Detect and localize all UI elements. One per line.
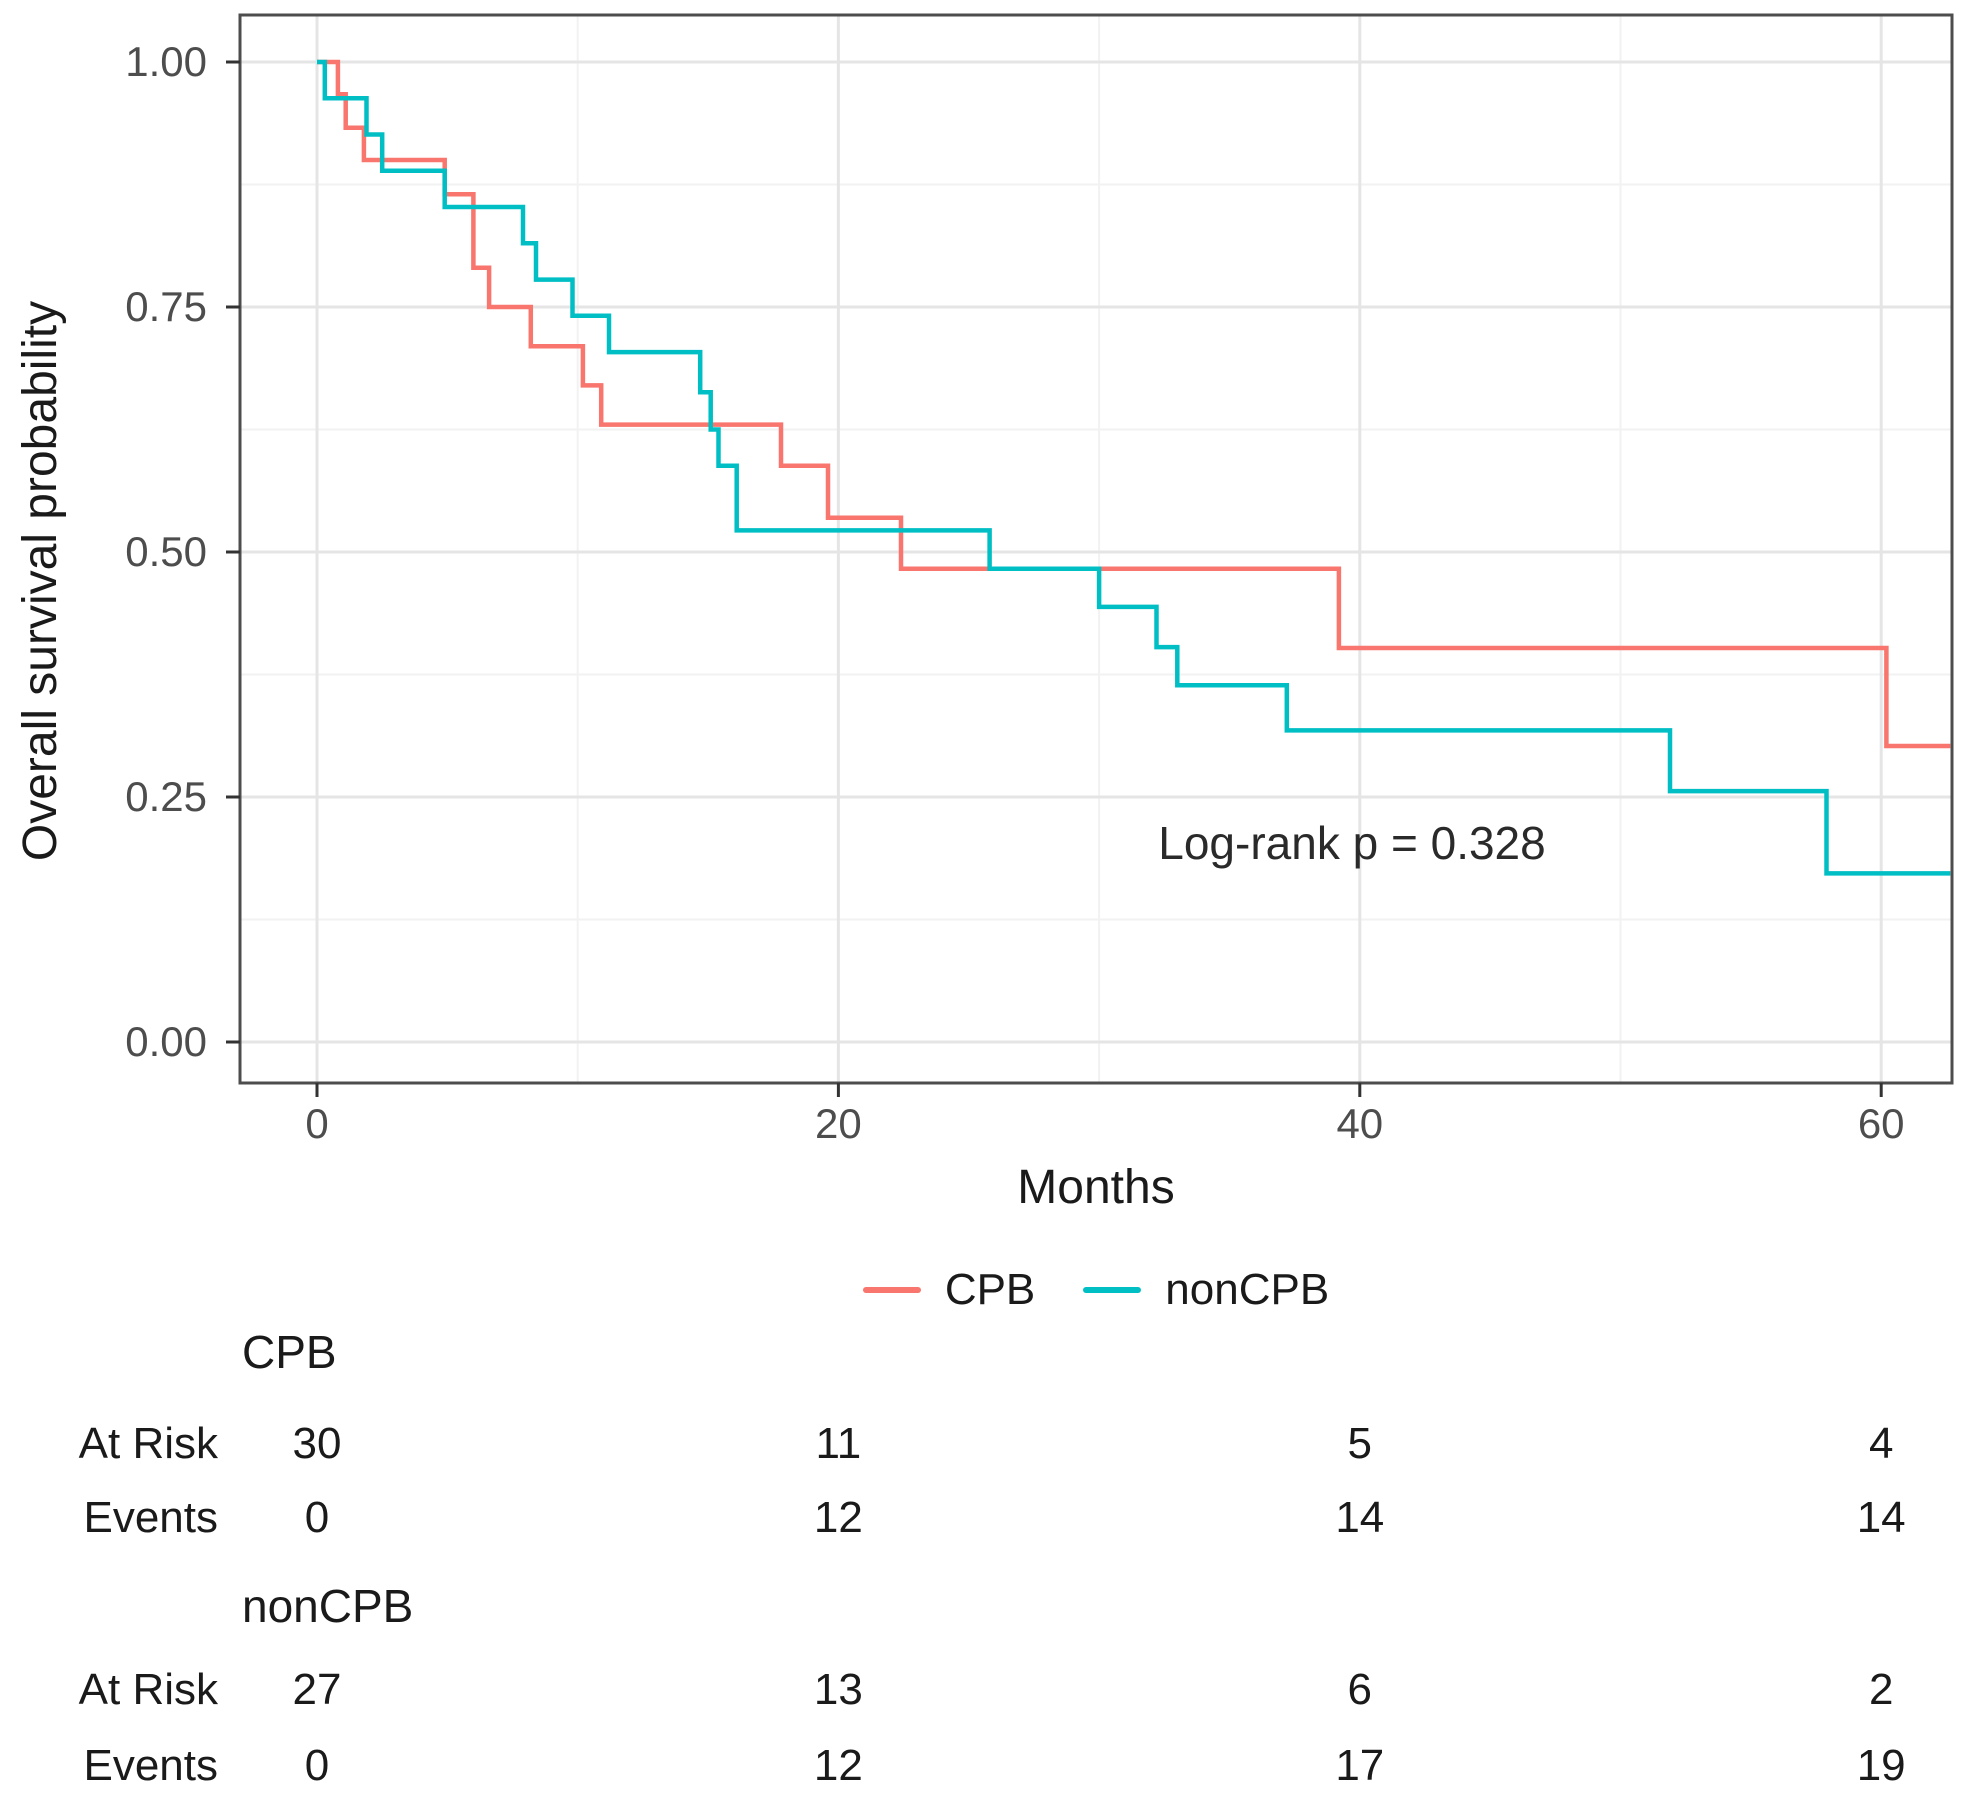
panel-border (238, 13, 1954, 1085)
risk-table-value: 12 (813, 1741, 863, 1790)
y-tick-label: 1.00 (125, 38, 207, 85)
legend-item-noncpb: nonCPB (1083, 1265, 1329, 1315)
legend-label-noncpb: nonCPB (1165, 1265, 1330, 1314)
risk-table-row-label: Events (83, 1741, 218, 1790)
cpb-line-swatch-icon (862, 1287, 921, 1293)
risk-table-value: 2 (1868, 1665, 1894, 1714)
noncpb-line-swatch-icon (1083, 1287, 1142, 1293)
risk-table-row-label: At Risk (78, 1419, 218, 1468)
risk-table-value: 0 (304, 1493, 330, 1542)
risk-table-value: 12 (813, 1493, 863, 1542)
y-tick-label: 0.75 (125, 283, 207, 330)
risk-table-value: 13 (813, 1665, 863, 1714)
y-tick-label: 0.50 (125, 528, 207, 575)
risk-table-value: 17 (1335, 1741, 1385, 1790)
risk-table-value: 14 (1856, 1493, 1906, 1542)
y-axis-title: Overall survival probability (14, 300, 67, 862)
risk-table-value: 30 (292, 1419, 342, 1468)
survival-curve-cpb (317, 59, 1951, 749)
plot-panel (240, 15, 1952, 1083)
x-tick-label: 20 (815, 1100, 862, 1147)
risk-table-row-label: Events (83, 1493, 218, 1542)
legend-label-cpb: CPB (944, 1265, 1036, 1314)
x-axis-title: Months (1017, 1161, 1175, 1214)
risk-table-value: 0 (304, 1741, 330, 1790)
risk-table-value: 27 (292, 1665, 342, 1714)
x-tick-label: 60 (1857, 1100, 1905, 1147)
risk-table-value: 4 (1868, 1419, 1894, 1468)
risk-table-row-label: At Risk (78, 1665, 218, 1714)
risk-table-value: 19 (1856, 1741, 1906, 1790)
y-tick-label: 0.25 (125, 773, 207, 820)
y-tick-label: 0.00 (125, 1018, 207, 1065)
survival-plot (226, 13, 1954, 1097)
risk-table-value: 11 (815, 1419, 862, 1468)
risk-table-value: 14 (1335, 1493, 1385, 1542)
risk-table-value: 6 (1347, 1665, 1373, 1714)
risk-table-group-header: nonCPB (242, 1580, 414, 1632)
legend-item-cpb: CPB (862, 1265, 1036, 1315)
risk-table-group-header: CPB (242, 1326, 337, 1378)
logrank-pvalue-annotation: Log-rank p = 0.328 (1158, 817, 1546, 869)
x-tick-label: 0 (305, 1100, 329, 1147)
x-tick-label: 40 (1336, 1100, 1384, 1147)
risk-table-value: 5 (1347, 1419, 1373, 1468)
legend: CPB nonCPB (240, 1262, 1952, 1318)
survival-curve-noncpb (317, 59, 1951, 876)
